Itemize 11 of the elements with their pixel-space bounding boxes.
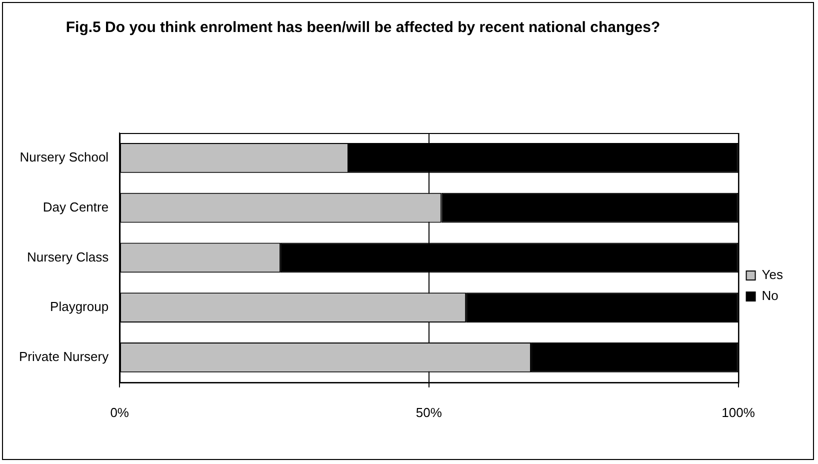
y-tick-label: Nursery School: [20, 150, 109, 165]
x-tick-label: 100%: [722, 404, 756, 420]
y-tick-label: Day Centre: [42, 199, 109, 214]
y-tick-label: Playgroup: [50, 299, 109, 314]
x-tick-label: 50%: [416, 404, 442, 420]
y-tick-label: Nursery Class: [26, 249, 110, 264]
y-tick-label: Private Nursery: [19, 349, 110, 364]
legend-label: No: [762, 288, 778, 304]
legend-label: Yes: [762, 267, 784, 282]
x-tick-label: 0%: [110, 404, 130, 420]
chart-title: Fig.5 Do you think enrolment has been/will be affected by recent national changes?: [64, 18, 662, 38]
